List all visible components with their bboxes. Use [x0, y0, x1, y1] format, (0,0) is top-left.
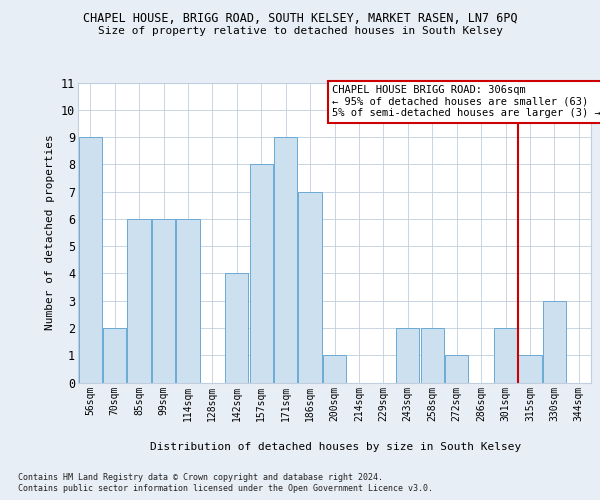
- Bar: [79, 137, 102, 382]
- Text: CHAPEL HOUSE, BRIGG ROAD, SOUTH KELSEY, MARKET RASEN, LN7 6PQ: CHAPEL HOUSE, BRIGG ROAD, SOUTH KELSEY, …: [83, 12, 517, 26]
- Bar: [176, 219, 200, 382]
- Bar: [127, 219, 151, 382]
- Bar: [543, 300, 566, 382]
- Text: Distribution of detached houses by size in South Kelsey: Distribution of detached houses by size …: [151, 442, 521, 452]
- Bar: [396, 328, 419, 382]
- Text: Size of property relative to detached houses in South Kelsey: Size of property relative to detached ho…: [97, 26, 503, 36]
- Bar: [274, 137, 297, 382]
- Bar: [103, 328, 126, 382]
- Bar: [298, 192, 322, 382]
- Text: CHAPEL HOUSE BRIGG ROAD: 306sqm
← 95% of detached houses are smaller (63)
5% of : CHAPEL HOUSE BRIGG ROAD: 306sqm ← 95% of…: [332, 85, 600, 118]
- Bar: [250, 164, 273, 382]
- Bar: [494, 328, 517, 382]
- Text: Contains HM Land Registry data © Crown copyright and database right 2024.: Contains HM Land Registry data © Crown c…: [18, 472, 383, 482]
- Bar: [518, 355, 542, 382]
- Bar: [225, 274, 248, 382]
- Bar: [421, 328, 444, 382]
- Text: Contains public sector information licensed under the Open Government Licence v3: Contains public sector information licen…: [18, 484, 433, 493]
- Bar: [323, 355, 346, 382]
- Bar: [445, 355, 468, 382]
- Bar: [152, 219, 175, 382]
- Y-axis label: Number of detached properties: Number of detached properties: [46, 134, 55, 330]
